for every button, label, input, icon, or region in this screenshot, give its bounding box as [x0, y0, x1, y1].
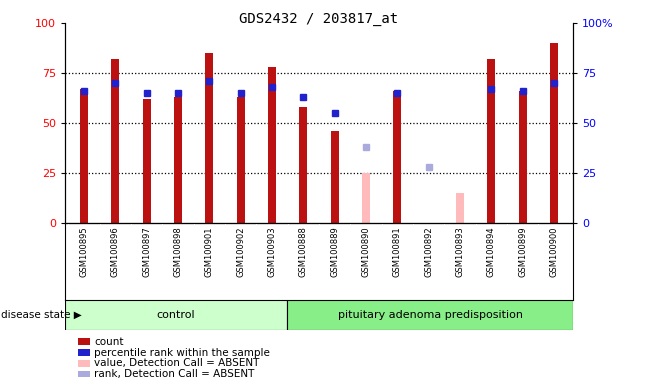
Text: GDS2432 / 203817_at: GDS2432 / 203817_at [240, 12, 398, 25]
Bar [143, 99, 150, 223]
Text: GSM100896: GSM100896 [111, 227, 120, 277]
Bar [550, 43, 558, 223]
Text: GSM100901: GSM100901 [205, 227, 214, 277]
Text: GSM100890: GSM100890 [361, 227, 370, 277]
Bar [362, 173, 370, 223]
Text: GSM100892: GSM100892 [424, 227, 433, 277]
Text: GSM100897: GSM100897 [142, 227, 151, 277]
Text: GSM100898: GSM100898 [173, 227, 182, 277]
Text: GSM100903: GSM100903 [268, 227, 277, 277]
Bar [268, 67, 276, 223]
Bar [80, 89, 88, 223]
Bar [299, 107, 307, 223]
Text: rank, Detection Call = ABSENT: rank, Detection Call = ABSENT [94, 369, 255, 379]
Bar [205, 53, 213, 223]
Text: GSM100888: GSM100888 [299, 227, 308, 277]
Bar [65, 300, 287, 330]
Text: GSM100894: GSM100894 [487, 227, 496, 277]
Text: pituitary adenoma predisposition: pituitary adenoma predisposition [338, 310, 523, 320]
Text: GSM100902: GSM100902 [236, 227, 245, 277]
Text: GSM100893: GSM100893 [456, 227, 465, 277]
Bar [456, 193, 464, 223]
Text: count: count [94, 337, 124, 347]
Text: GSM100899: GSM100899 [518, 227, 527, 277]
Text: GSM100895: GSM100895 [79, 227, 89, 277]
Bar [287, 300, 573, 330]
Bar [331, 131, 339, 223]
Text: control: control [157, 310, 195, 320]
Text: GSM100900: GSM100900 [549, 227, 559, 277]
Bar [111, 59, 119, 223]
Text: GSM100891: GSM100891 [393, 227, 402, 277]
Text: disease state ▶: disease state ▶ [1, 310, 81, 320]
Text: GSM100889: GSM100889 [330, 227, 339, 277]
Bar [519, 91, 527, 223]
Bar [488, 59, 495, 223]
Text: percentile rank within the sample: percentile rank within the sample [94, 348, 270, 358]
Bar [174, 97, 182, 223]
Bar [393, 91, 401, 223]
Text: value, Detection Call = ABSENT: value, Detection Call = ABSENT [94, 358, 260, 368]
Bar [237, 97, 245, 223]
